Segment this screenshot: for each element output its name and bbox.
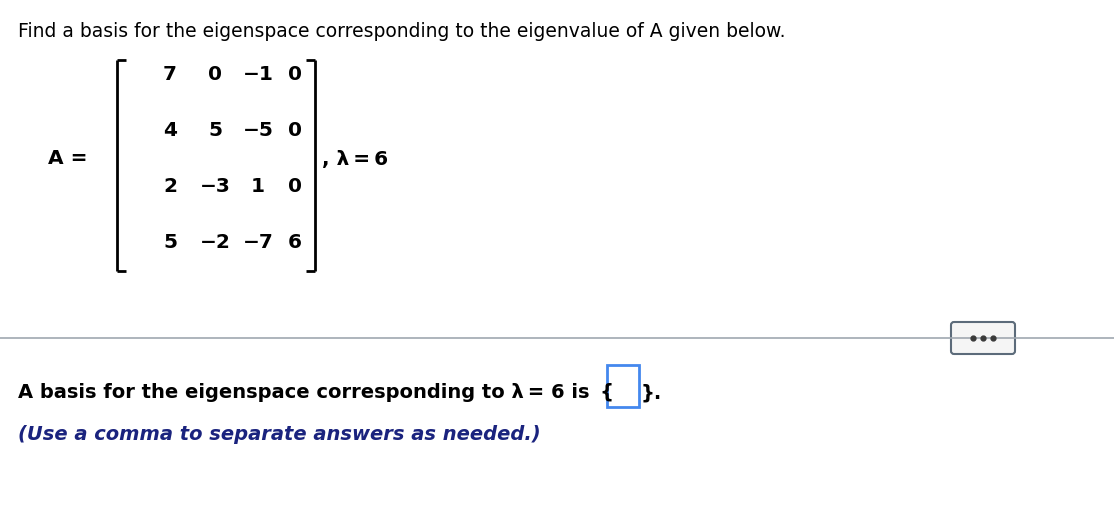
Text: 0: 0	[208, 66, 222, 84]
Text: −1: −1	[243, 66, 273, 84]
Text: −7: −7	[243, 234, 273, 253]
Text: 5: 5	[163, 234, 177, 253]
Text: 5: 5	[208, 122, 222, 140]
Text: 7: 7	[163, 66, 177, 84]
Text: 2: 2	[163, 178, 177, 196]
Text: }.: }.	[641, 384, 662, 402]
FancyBboxPatch shape	[951, 322, 1015, 354]
Text: 0: 0	[289, 178, 302, 196]
Text: 6: 6	[289, 234, 302, 253]
Text: (Use a comma to separate answers as needed.): (Use a comma to separate answers as need…	[18, 425, 540, 444]
Text: −2: −2	[199, 234, 231, 253]
Text: 4: 4	[163, 122, 177, 140]
Text: A basis for the eigenspace corresponding to λ = 6 is  {: A basis for the eigenspace corresponding…	[18, 384, 614, 402]
Text: , λ = 6: , λ = 6	[322, 149, 388, 169]
FancyBboxPatch shape	[607, 365, 639, 407]
Text: −5: −5	[243, 122, 273, 140]
Text: 0: 0	[289, 122, 302, 140]
Text: Find a basis for the eigenspace corresponding to the eigenvalue of A given below: Find a basis for the eigenspace correspo…	[18, 22, 785, 41]
Text: 1: 1	[251, 178, 265, 196]
Text: 0: 0	[289, 66, 302, 84]
Text: −3: −3	[199, 178, 231, 196]
Text: A =: A =	[49, 149, 88, 169]
